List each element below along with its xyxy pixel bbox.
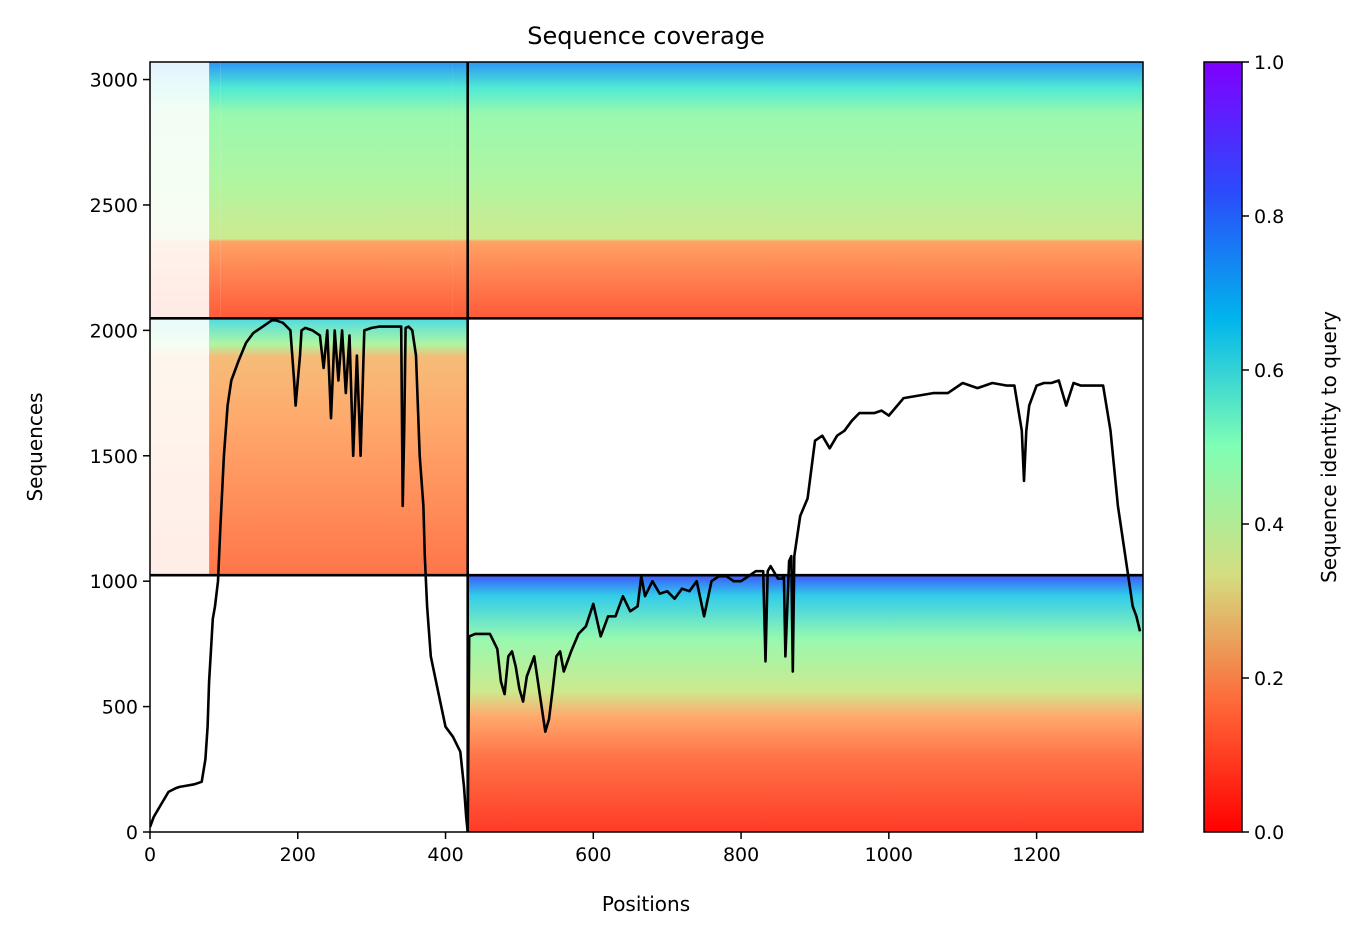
colorbar-gradient [1203, 61, 1243, 833]
coverage-line [150, 319, 1142, 832]
y-tick-label: 3000 [90, 70, 138, 92]
x-axis-ticks: 0 200 400 600 800 1000 1200 [144, 832, 1061, 866]
y-axis-label: Sequences [23, 392, 47, 501]
colorbar-label: Sequence identity to query [1317, 311, 1341, 583]
colorbar-ticks: 0.0 0.2 0.4 0.6 0.8 1.0 [1242, 52, 1284, 844]
coverage-block-1-segment-0 [467, 62, 1143, 319]
x-tick-label: 0 [144, 844, 156, 866]
plot-area [150, 62, 1143, 832]
coverage-block-0-segment-3 [452, 62, 468, 319]
coverage-block-0 [150, 62, 468, 319]
chart-title: Sequence coverage [527, 22, 764, 50]
x-tick-label: 1000 [865, 844, 913, 866]
colorbar-tick-label: 1.0 [1254, 52, 1284, 74]
x-tick-label: 200 [280, 844, 316, 866]
colorbar-tick-label: 0.2 [1254, 668, 1284, 690]
coverage-block-1 [467, 62, 1143, 319]
y-tick-label: 500 [102, 697, 138, 719]
colorbar-tick-label: 0.0 [1254, 822, 1284, 844]
y-tick-label: 2500 [90, 195, 138, 217]
colorbar-tick-label: 0.6 [1254, 360, 1284, 382]
coverage-block-3-segment-0 [467, 575, 1143, 832]
y-tick-label: 2000 [90, 320, 138, 342]
colorbar-tick-label: 0.8 [1254, 206, 1284, 228]
plot-frame [149, 61, 1144, 833]
y-tick-label: 1500 [90, 446, 138, 468]
coverage-block-2-segment-0 [150, 318, 210, 576]
coverage-block-2-segment-1 [209, 318, 468, 576]
x-tick-label: 1200 [1012, 844, 1060, 866]
x-tick-label: 800 [723, 844, 759, 866]
colorbar-tick-label: 0.4 [1254, 514, 1284, 536]
y-tick-label: 0 [126, 822, 138, 844]
coverage-block-0-segment-0 [150, 62, 210, 319]
coverage-block-0-segment-1 [209, 62, 221, 319]
x-tick-label: 600 [575, 844, 611, 866]
coverage-block-0-segment-2 [220, 62, 453, 319]
coverage-heatmap-blocks [150, 62, 1143, 832]
colorbar: 0.0 0.2 0.4 0.6 0.8 1.0 Sequence identity to … [1203, 52, 1341, 844]
y-axis-ticks: 0 500 1000 1500 2000 2500 3000 [90, 70, 150, 844]
x-axis-label: Positions [602, 892, 690, 916]
x-tick-label: 400 [427, 844, 463, 866]
y-tick-label: 1000 [90, 571, 138, 593]
coverage-block-3 [467, 575, 1143, 832]
